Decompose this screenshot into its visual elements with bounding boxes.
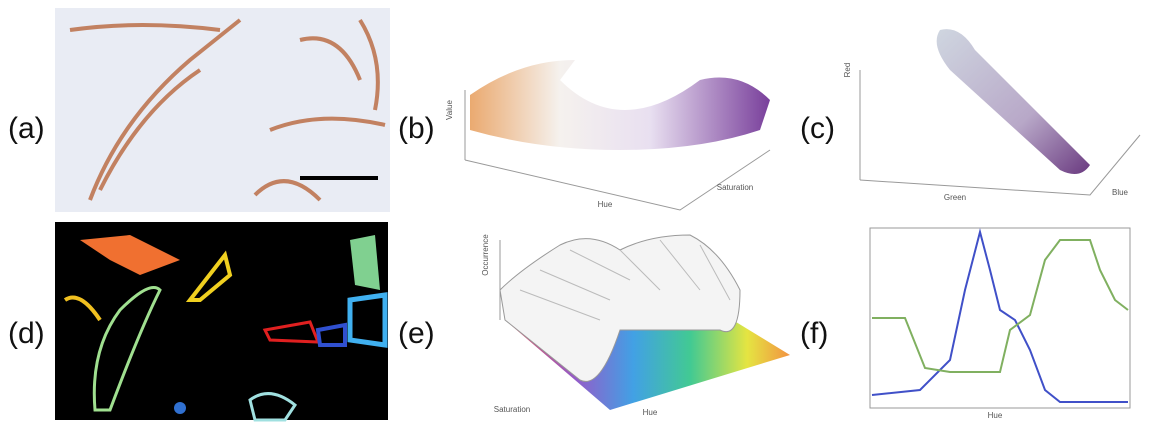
panel-label: (b) bbox=[398, 112, 435, 145]
axis-label: Hue bbox=[643, 408, 658, 417]
panel-a-image bbox=[55, 8, 390, 212]
panel-f-plot bbox=[869, 227, 1131, 409]
axis-label: Saturation bbox=[717, 183, 753, 192]
panel-label: (c) bbox=[800, 112, 835, 145]
panel-label: (e) bbox=[398, 317, 435, 350]
axis-label: Hue bbox=[598, 200, 613, 209]
panel-label: (d) bbox=[8, 317, 45, 350]
panel-e-plot bbox=[499, 234, 790, 410]
panel-c-plot bbox=[859, 29, 1141, 196]
axis-label: Saturation bbox=[494, 405, 530, 414]
panel-d-image bbox=[55, 222, 388, 422]
axis-label: Occurrence bbox=[481, 234, 490, 276]
axis-label: Value bbox=[445, 100, 454, 120]
panel-label: (a) bbox=[8, 112, 45, 145]
panel-label: (f) bbox=[800, 317, 828, 350]
axis-label: Hue bbox=[988, 411, 1003, 420]
axis-label: Red bbox=[843, 63, 852, 78]
axis-label: Blue bbox=[1112, 188, 1129, 197]
panel-b-plot bbox=[464, 60, 771, 211]
axis-label: Green bbox=[944, 193, 966, 202]
